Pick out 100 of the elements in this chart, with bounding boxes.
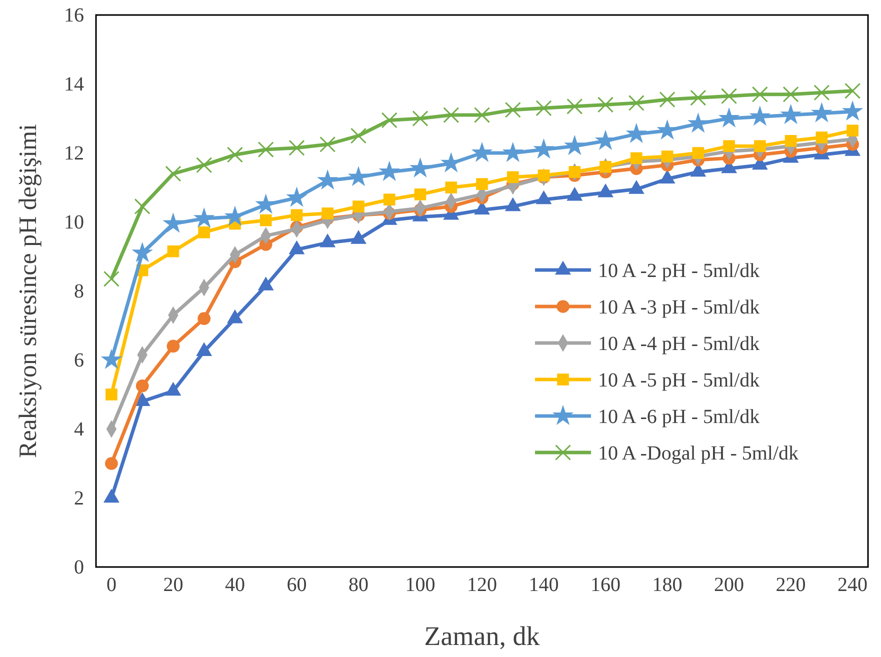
point (844, 82, 861, 99)
y-tick-label: 14 (64, 73, 84, 96)
legend-label: 10 A -3 pH - 5ml/dk (598, 296, 760, 318)
x-tick-label: 140 (528, 574, 559, 596)
point (383, 194, 396, 206)
x-tick-label: 160 (590, 574, 621, 596)
point (784, 135, 797, 147)
point (410, 157, 431, 178)
x-tick-label: 100 (405, 574, 436, 596)
y-tick-label: 8 (74, 280, 84, 302)
point (286, 186, 308, 207)
point (255, 194, 276, 214)
y-tick-label: 12 (64, 142, 84, 164)
y-tick-label: 10 (64, 211, 84, 234)
point (322, 207, 334, 220)
point (445, 182, 458, 194)
y-tick-label: 4 (74, 418, 84, 440)
point (538, 170, 550, 182)
point (690, 90, 706, 106)
y-tick-label: 0 (74, 556, 84, 578)
point (816, 132, 828, 144)
point (782, 86, 799, 102)
point (566, 98, 583, 114)
point (226, 146, 243, 163)
point (688, 112, 709, 133)
point (659, 91, 676, 108)
point (260, 214, 272, 226)
x-tick-label: 120 (467, 574, 497, 596)
point (165, 166, 182, 182)
point (198, 312, 211, 326)
point (106, 388, 118, 400)
point (414, 188, 426, 200)
legend-label: 10 A -4 pH - 5ml/dk (598, 333, 760, 355)
point (167, 245, 180, 258)
point (381, 112, 398, 128)
point (630, 152, 642, 164)
x-tick-label: 0 (106, 574, 116, 596)
x-tick-label: 200 (714, 574, 744, 596)
point (506, 171, 519, 184)
point (352, 200, 364, 212)
point (568, 166, 581, 178)
point (564, 134, 586, 156)
x-tick-label: 60 (286, 574, 307, 596)
point (258, 142, 274, 158)
x-axis-title: Zaman, dk (424, 621, 540, 651)
point (811, 102, 832, 122)
point (626, 122, 648, 144)
point (661, 150, 674, 162)
point (320, 136, 336, 152)
legend-label: 10 A -Dogal pH - 5ml/dk (598, 442, 799, 464)
point (162, 212, 184, 233)
point (443, 107, 460, 124)
point (597, 96, 614, 113)
point (134, 198, 150, 215)
point (749, 106, 771, 126)
point (166, 340, 180, 353)
y-tick-label: 16 (64, 4, 84, 26)
point (350, 128, 367, 144)
point (504, 102, 521, 118)
point (754, 140, 766, 152)
x-tick-label: 240 (838, 574, 868, 596)
point (628, 94, 644, 112)
x-tick-label: 180 (652, 574, 682, 596)
legend-label: 10 A -6 pH - 5ml/dk (598, 406, 760, 428)
point (533, 138, 554, 159)
point (290, 209, 303, 222)
point (536, 100, 552, 116)
point (136, 379, 149, 392)
y-tick-label: 6 (74, 349, 84, 372)
x-tick-label: 220 (776, 574, 806, 596)
point (721, 88, 738, 104)
point (132, 242, 153, 262)
x-tick-label: 80 (348, 574, 368, 596)
point (752, 86, 768, 102)
point (780, 104, 802, 124)
point (471, 142, 493, 162)
x-tick-label: 40 (224, 574, 245, 596)
point (198, 226, 210, 238)
point (412, 110, 428, 127)
point (814, 84, 830, 101)
point (196, 157, 212, 174)
point (474, 107, 490, 124)
point (723, 140, 735, 152)
point (600, 160, 612, 173)
point (692, 147, 704, 159)
point (348, 166, 370, 186)
point (378, 160, 400, 182)
y-tick-label: 2 (74, 487, 84, 510)
point (288, 140, 305, 156)
point (842, 100, 864, 121)
point (100, 348, 122, 370)
legend-label: 10 A -5 pH - 5ml/dk (598, 370, 760, 392)
point (502, 142, 524, 162)
point (103, 270, 120, 287)
point (846, 124, 858, 136)
point (193, 207, 215, 228)
legend-label: 10 A -2 pH - 5ml/dk (598, 260, 760, 282)
point (105, 457, 118, 470)
x-tick-label: 20 (163, 574, 184, 596)
point (476, 178, 488, 190)
